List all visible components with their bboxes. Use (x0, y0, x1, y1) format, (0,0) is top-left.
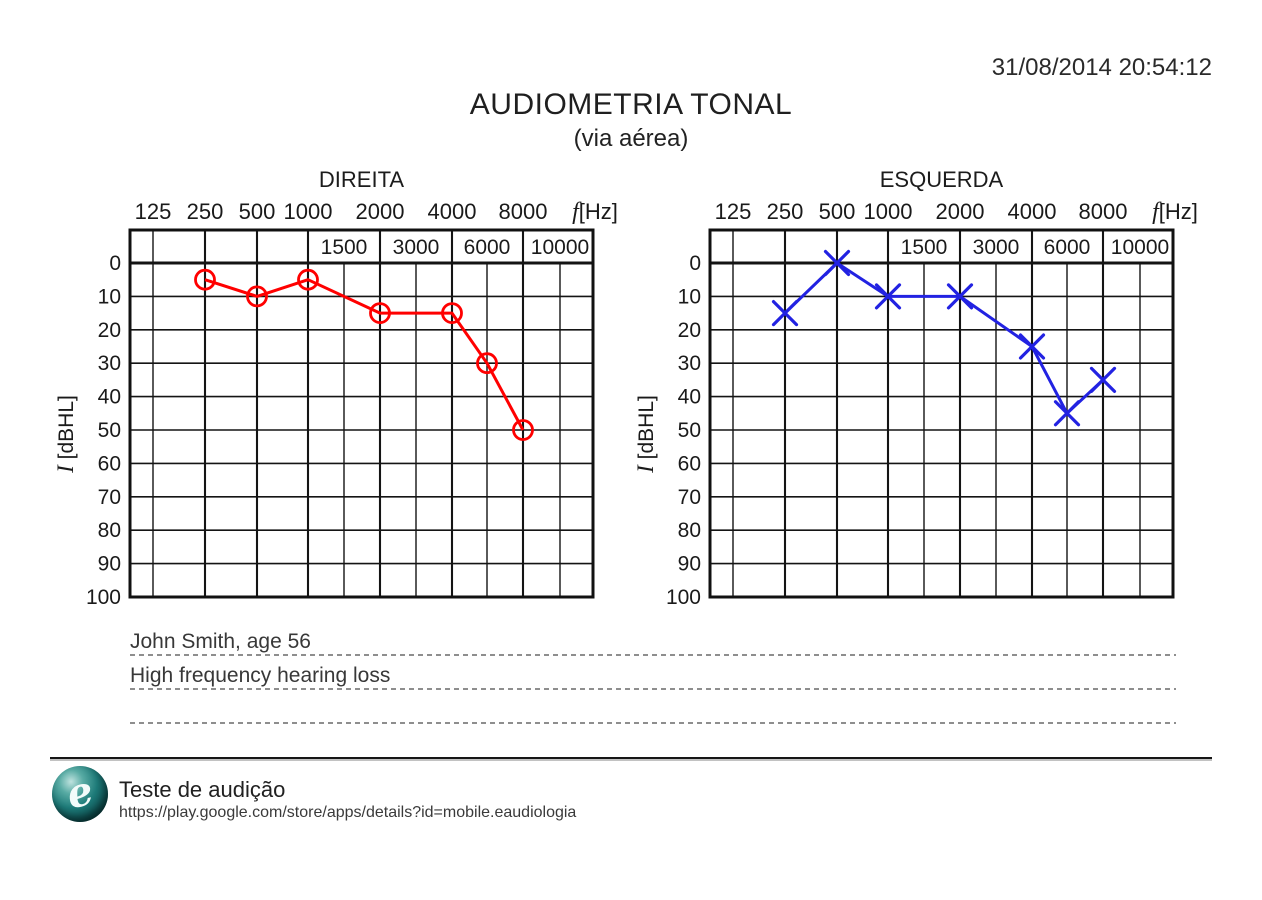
db-label-70: 70 (678, 486, 701, 509)
db-label-0: 0 (109, 252, 121, 275)
freq-label-8000: 8000 (1079, 199, 1128, 224)
diagnosis-note: High frequency hearing loss (130, 664, 391, 687)
audiogram-left-ear: 125 250 500 1000 2000 4000 8000 f[Hz]1500 3000 60… (633, 199, 1198, 609)
marker-circle-6000 (476, 352, 498, 375)
db-label-60: 60 (678, 452, 701, 475)
freq-label-4000: 4000 (1008, 199, 1057, 224)
marker-x-8000 (1089, 366, 1117, 393)
marker-x-250 (771, 299, 799, 327)
subfreq-label-6000: 6000 (464, 236, 511, 259)
db-label-80: 80 (678, 519, 701, 542)
freq-unit-label: f[Hz] (572, 199, 618, 225)
subfreq-label-3000: 3000 (393, 236, 440, 259)
freq-label-2000: 2000 (936, 199, 985, 224)
right-ear-chart-title: DIREITA (318, 167, 405, 192)
db-label-30: 30 (678, 352, 701, 375)
freq-label-125: 125 (715, 199, 752, 224)
db-label-100: 100 (666, 586, 701, 609)
marker-x-1000 (874, 283, 902, 310)
app-name: Teste de audição (119, 777, 286, 802)
freq-label-250: 250 (767, 199, 804, 224)
db-label-60: 60 (98, 452, 121, 475)
db-label-20: 20 (678, 319, 701, 342)
db-label-10: 10 (98, 285, 121, 308)
freq-unit-label: f[Hz] (1152, 199, 1198, 225)
db-label-50: 50 (678, 419, 701, 442)
left-ear-polyline (783, 261, 1105, 415)
freq-label-125: 125 (135, 199, 172, 224)
patient-note: John Smith, age 56 (130, 630, 311, 653)
ylabel-dbhl: I [dBHL] (633, 395, 658, 474)
freq-label-500: 500 (239, 199, 276, 224)
note-rule-2 (130, 688, 1176, 690)
subfreq-label-10000: 10000 (1111, 236, 1169, 259)
db-label-100: 100 (86, 586, 121, 609)
left-ear-chart-title: ESQUERDA (879, 167, 1004, 192)
db-label-20: 20 (98, 319, 121, 342)
marker-circle-1000 (297, 268, 319, 291)
marker-x-4000 (1018, 333, 1046, 360)
db-label-10: 10 (678, 285, 701, 308)
marker-x-2000 (946, 283, 974, 310)
eaudiologia-logo-icon: e (52, 766, 108, 822)
audiogram-right-ear: 125 250 500 1000 2000 4000 8000 f[Hz]1500 3000 60… (53, 199, 618, 609)
db-label-40: 40 (678, 386, 701, 409)
freq-label-4000: 4000 (428, 199, 477, 224)
app-store-url: https://play.google.com/store/apps/detai… (119, 804, 577, 821)
marker-circle-250 (194, 268, 216, 291)
freq-label-1000: 1000 (284, 199, 333, 224)
page-title: AUDIOMETRIA TONAL (469, 88, 793, 121)
db-label-0: 0 (689, 252, 701, 275)
logo-e-glyph: e (61, 766, 98, 819)
db-label-80: 80 (98, 519, 121, 542)
chart-border (708, 228, 1175, 599)
report-datetime: 31/08/2014 20:54:12 (991, 54, 1212, 81)
freq-label-500: 500 (819, 199, 856, 224)
freq-label-2000: 2000 (356, 199, 405, 224)
page-subtitle: (via aérea) (573, 125, 689, 152)
ylabel-dbhl: I [dBHL] (53, 395, 78, 474)
subfreq-label-6000: 6000 (1044, 236, 1091, 259)
db-label-40: 40 (98, 386, 121, 409)
marker-x-6000 (1053, 400, 1081, 427)
chart-border (128, 228, 595, 599)
footer-divider (50, 757, 1212, 759)
subfreq-label-1500: 1500 (901, 236, 948, 259)
note-rule-3 (130, 722, 1176, 724)
freq-label-250: 250 (187, 199, 224, 224)
marker-circle-8000 (512, 419, 534, 441)
db-label-70: 70 (98, 486, 121, 509)
freq-label-8000: 8000 (499, 199, 548, 224)
marker-x-500 (823, 249, 851, 277)
note-rule-1 (130, 654, 1176, 656)
marker-circle-2000 (369, 302, 391, 324)
freq-label-1000: 1000 (864, 199, 913, 224)
db-label-30: 30 (98, 352, 121, 375)
subfreq-label-10000: 10000 (531, 236, 589, 259)
right-ear-polyline (204, 278, 525, 431)
subfreq-label-3000: 3000 (973, 236, 1020, 259)
db-label-90: 90 (678, 553, 701, 576)
marker-circle-4000 (441, 302, 463, 324)
db-label-50: 50 (98, 419, 121, 442)
marker-circle-500 (246, 285, 268, 308)
db-label-90: 90 (98, 553, 121, 576)
subfreq-label-1500: 1500 (321, 236, 368, 259)
